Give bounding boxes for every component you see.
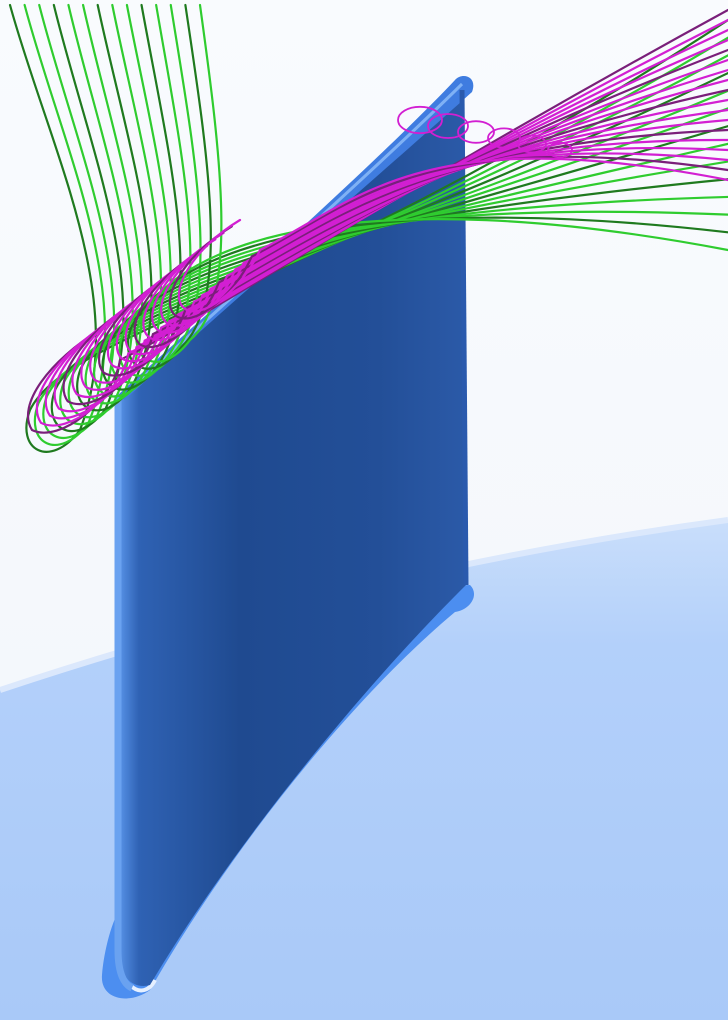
blade-trailing-edge	[459, 89, 469, 586]
streamline-green	[109, 3, 728, 384]
streamlines-magenta	[26, 8, 728, 434]
streamlines-green	[8, 3, 728, 453]
blade-face	[118, 88, 466, 986]
streamline-magenta-curl	[517, 134, 547, 154]
streamline-magenta-curl	[397, 105, 443, 135]
streamline-magenta	[177, 157, 728, 313]
streamline-magenta-curl	[457, 120, 495, 144]
streamline-magenta-curl	[427, 113, 469, 139]
fillet-shine	[128, 978, 157, 993]
streamline-magenta-curl	[487, 127, 521, 149]
streamline-magenta-curl	[547, 141, 573, 159]
blade-leading-edge	[114, 395, 134, 992]
